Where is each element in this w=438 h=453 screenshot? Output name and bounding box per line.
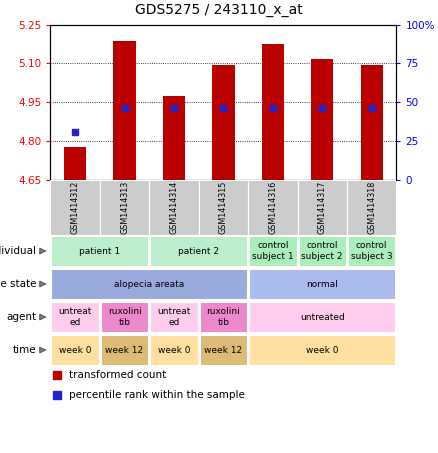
Bar [163,96,185,179]
Bar [150,236,247,266]
Bar [249,302,396,332]
Bar [51,335,99,365]
Text: GSM1414315: GSM1414315 [219,180,228,234]
Text: control
subject 3: control subject 3 [351,241,392,261]
Text: patient 1: patient 1 [79,246,120,255]
Text: patient 2: patient 2 [178,246,219,255]
Text: GSM1414316: GSM1414316 [268,180,277,234]
Bar [101,302,148,332]
Text: GSM1414317: GSM1414317 [318,180,327,234]
Text: untreated: untreated [300,313,345,322]
Bar [212,65,234,179]
Bar [150,335,198,365]
Bar [51,269,247,299]
Bar [249,236,297,266]
Bar [261,44,284,179]
Text: GSM1414313: GSM1414313 [120,180,129,234]
Text: time: time [13,345,36,355]
Text: week 12: week 12 [204,346,243,355]
Text: GSM1414318: GSM1414318 [367,180,376,234]
Text: untreat
ed: untreat ed [157,307,191,327]
Text: GDS5275 / 243110_x_at: GDS5275 / 243110_x_at [135,3,303,17]
Bar [249,335,396,365]
Text: week 12: week 12 [106,346,144,355]
Bar [248,179,297,235]
Bar [249,269,396,299]
Text: disease state: disease state [0,279,36,289]
Text: control
subject 2: control subject 2 [301,241,343,261]
Bar [51,302,99,332]
Bar [347,179,396,235]
Bar [101,335,148,365]
Text: transformed count: transformed count [69,370,166,380]
Text: control
subject 1: control subject 1 [252,241,293,261]
Text: percentile rank within the sample: percentile rank within the sample [69,390,245,400]
Bar [51,236,148,266]
Bar [100,179,149,235]
Bar [64,147,86,179]
Bar [348,236,396,266]
Text: agent: agent [6,312,36,322]
Text: ruxolini
tib: ruxolini tib [206,307,240,327]
Bar [311,59,333,179]
Bar [149,179,199,235]
Bar [113,41,136,179]
Text: GSM1414314: GSM1414314 [170,180,178,234]
Text: ruxolini
tib: ruxolini tib [108,307,141,327]
Bar [150,302,198,332]
Text: normal: normal [306,280,338,289]
Text: individual: individual [0,246,36,256]
Text: alopecia areata: alopecia areata [114,280,184,289]
Bar [199,179,248,235]
Text: untreat
ed: untreat ed [58,307,92,327]
Text: GSM1414312: GSM1414312 [71,180,80,234]
Bar [200,335,247,365]
Bar [200,302,247,332]
Bar [50,179,100,235]
Text: week 0: week 0 [59,346,92,355]
Bar [297,179,347,235]
Bar [299,236,346,266]
Text: week 0: week 0 [306,346,339,355]
Text: week 0: week 0 [158,346,190,355]
Bar [360,65,383,179]
